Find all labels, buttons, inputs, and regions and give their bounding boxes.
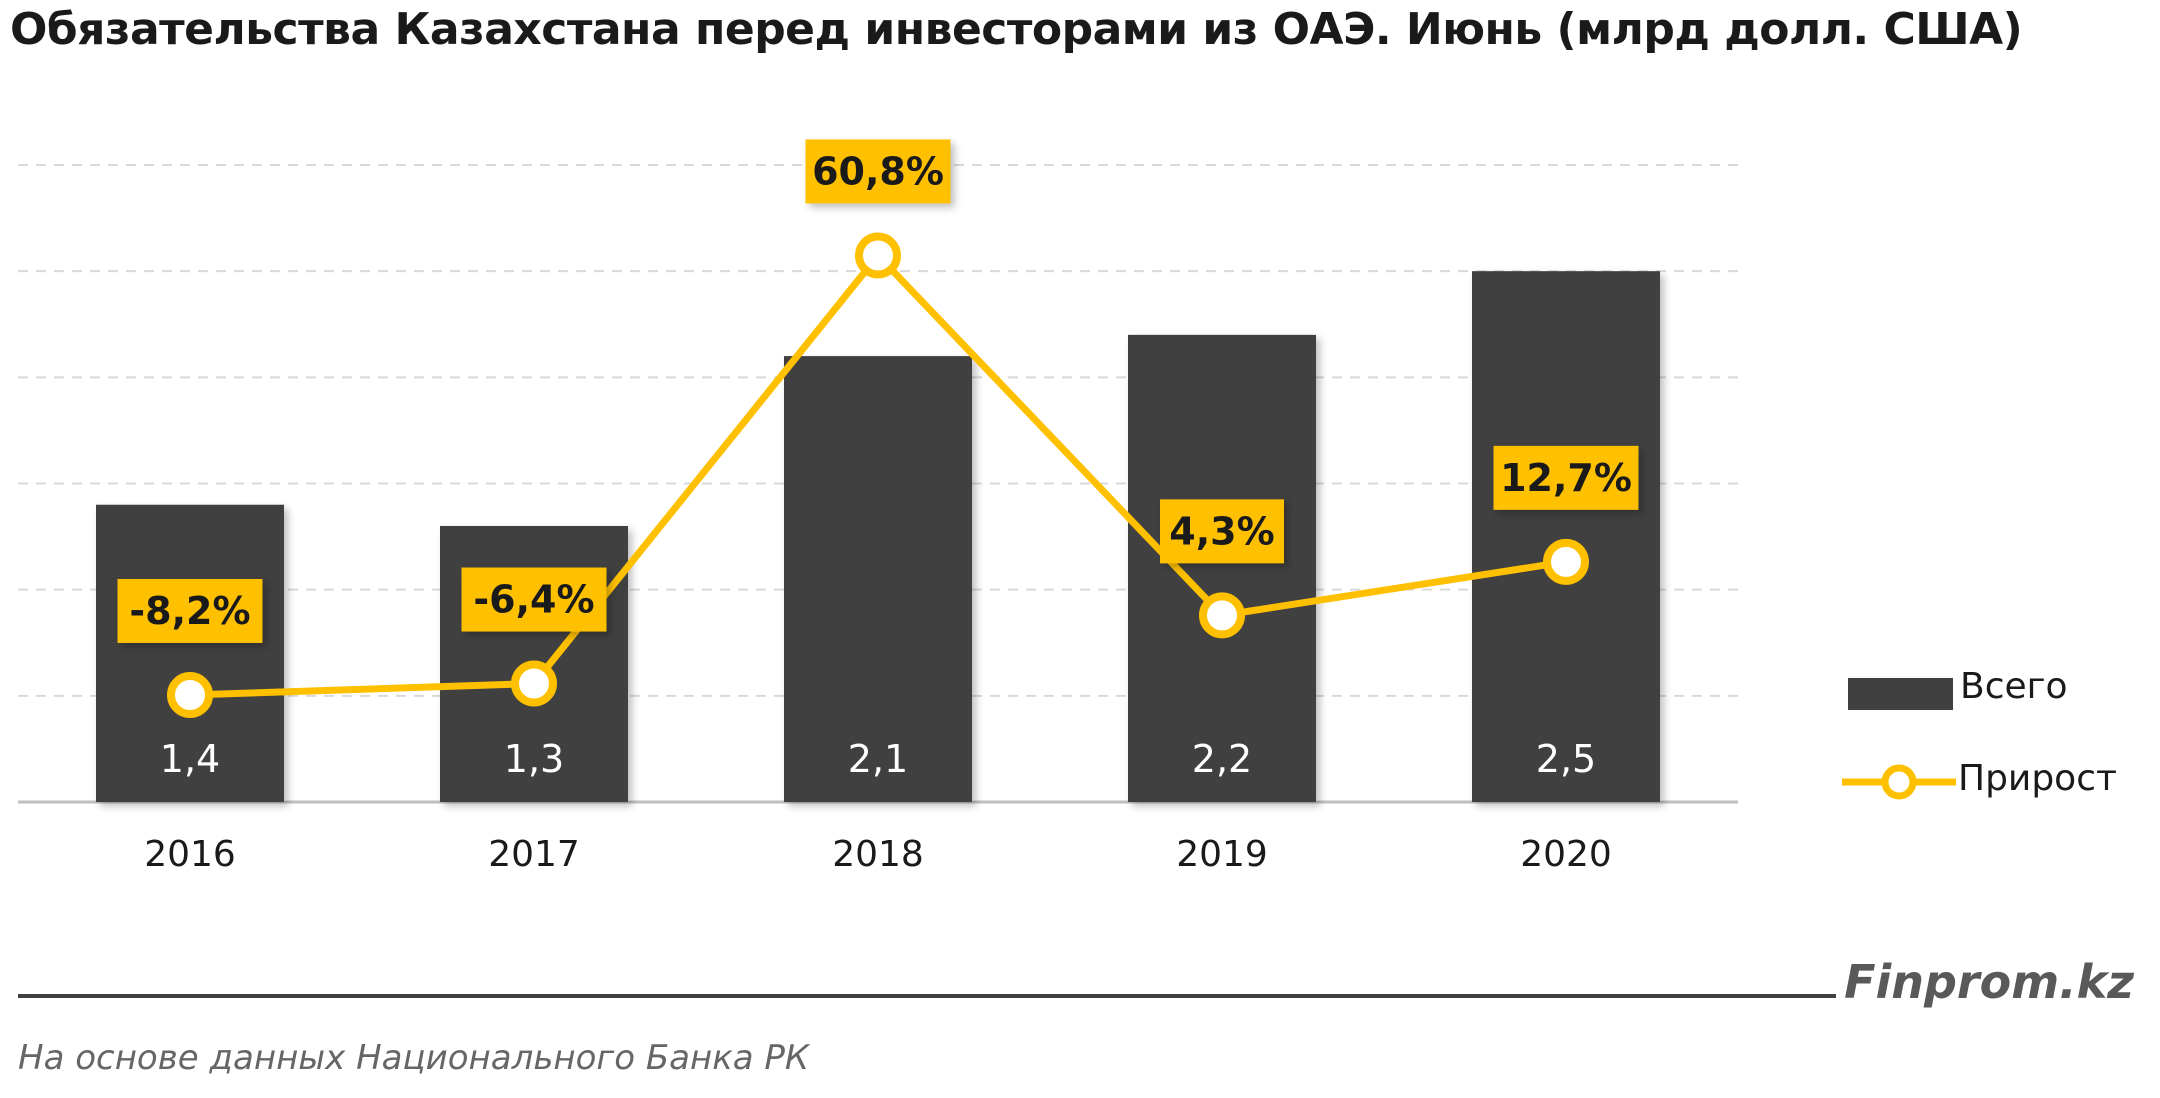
x-tick-label: 2020: [1520, 834, 1612, 875]
legend-label-growth: Прирост: [1958, 758, 2117, 799]
brand-logo: Finprom.kz: [1844, 955, 2134, 1009]
x-tick-label: 2017: [488, 834, 580, 875]
growth-marker: [1543, 538, 1589, 585]
footer-divider: [18, 994, 1836, 998]
x-tick-label: 2016: [144, 834, 236, 875]
growth-marker: [511, 660, 557, 707]
legend-label-total: Всего: [1960, 666, 2068, 707]
bar-value-label: 1,3: [504, 737, 564, 781]
growth-label-box: [1160, 499, 1284, 564]
growth-label-box: [461, 567, 607, 632]
growth-marker: [855, 232, 901, 279]
x-tick-label: 2018: [832, 834, 924, 875]
growth-label-box: [805, 139, 951, 204]
growth-label-box: [1493, 445, 1639, 510]
growth-label-box: [117, 578, 263, 643]
growth-value-label: 60,8%: [812, 149, 944, 193]
growth-value-label: -6,4%: [473, 578, 594, 622]
bars: 1,4 1,3 2,1 2,2 2,5: [96, 271, 1660, 803]
growth-value-label: 4,3%: [1169, 509, 1274, 553]
chart-title: Обязательства Казахстана перед инвестора…: [10, 4, 2023, 55]
legend-swatch-total: [1848, 678, 1953, 710]
bar-value-label: 2,2: [1192, 737, 1252, 781]
source-note: На основе данных Национального Банка РК: [18, 1038, 810, 1078]
growth-marker: [167, 671, 213, 718]
growth-value-label: -8,2%: [129, 589, 250, 633]
x-tick-label: 2019: [1176, 834, 1268, 875]
growth-marker: [1199, 592, 1245, 639]
x-axis-ticks: 2016 2017 2018 2019 2020: [144, 834, 1612, 875]
bar-2018: [784, 356, 972, 802]
bar-2019: [1128, 334, 1316, 802]
bar-2016: [96, 504, 284, 802]
bar-value-label: 1,4: [160, 737, 220, 781]
bar-value-label: 2,1: [848, 737, 908, 781]
bar-2020: [1472, 271, 1660, 803]
growth-line: -8,2% -6,4% 60,8% 4,3% 12,7%: [117, 139, 1639, 718]
growth-value-label: 12,7%: [1500, 456, 1632, 500]
bar-value-label: 2,5: [1536, 737, 1596, 781]
legend: [1842, 678, 1956, 800]
legend-swatch-growth-marker: [1881, 764, 1917, 800]
